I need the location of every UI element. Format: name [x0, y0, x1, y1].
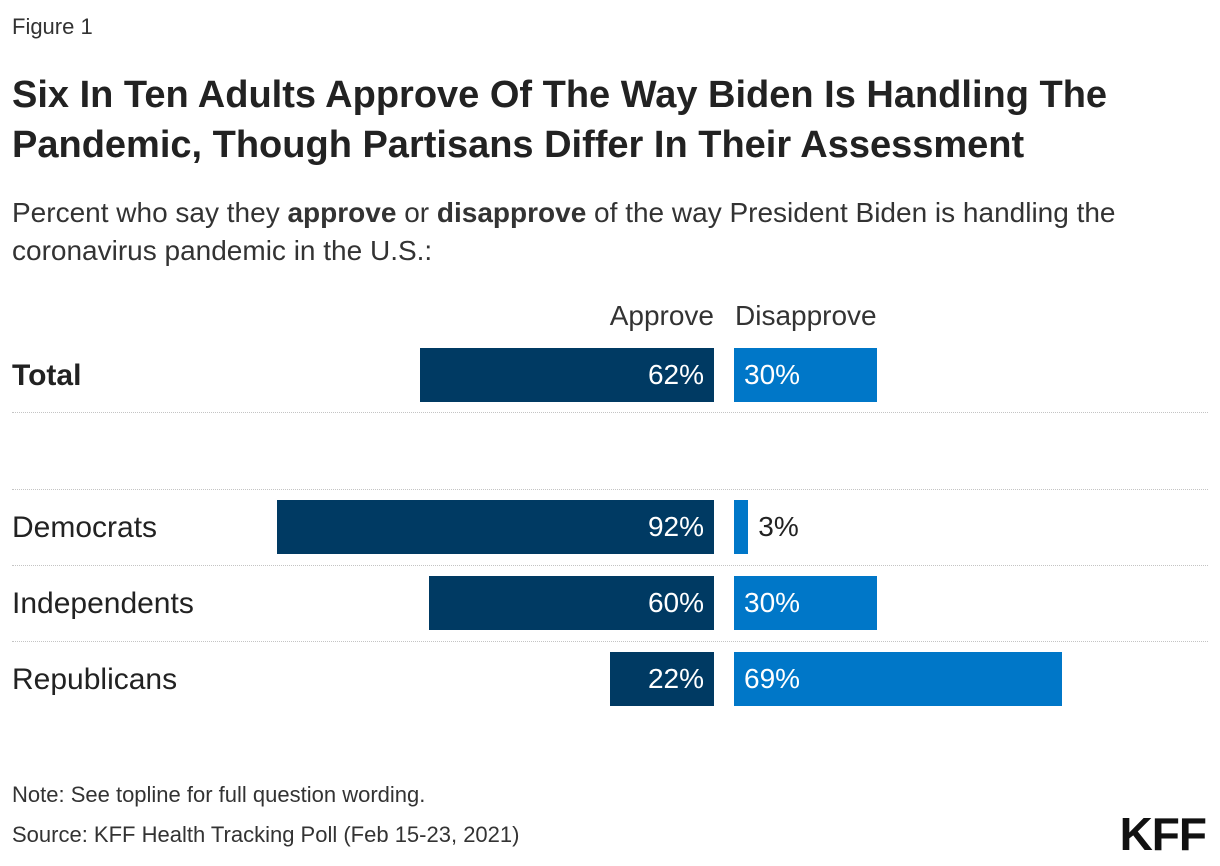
chart-title: Six In Ten Adults Approve Of The Way Bid…: [12, 74, 1108, 166]
row-divider: [12, 489, 1208, 490]
subtitle-part1: Percent who say they: [12, 197, 288, 228]
row-divider: [12, 565, 1208, 566]
category-label-democrats: Democrats: [12, 511, 158, 544]
subtitle-part2: or: [396, 197, 437, 228]
column-header-approve: Approve: [609, 300, 714, 331]
approve-bar-independents: [429, 576, 714, 630]
figure-label: Figure 1: [12, 14, 93, 39]
category-label-independents: Independents: [12, 587, 194, 620]
row-divider: [12, 641, 1208, 642]
approve-value-label: 92%: [647, 511, 704, 542]
chart-subtitle: Percent who say they approve or disappro…: [12, 194, 1202, 270]
approve-bar-republicans: [609, 652, 714, 706]
approve-value-label: 60%: [647, 587, 704, 618]
disapprove-value-label: 69%: [744, 663, 801, 694]
approve-value-label: 62%: [647, 359, 704, 390]
subtitle-approve-word: approve: [287, 197, 397, 228]
subtitle-part3: of the way President Biden is handling t…: [12, 197, 1116, 266]
disapprove-bar-republicans: [734, 652, 1062, 706]
subtitle-disapprove-word: disapprove: [436, 197, 587, 228]
source-line: Source: KFF Health Tracking Poll (Feb 15…: [12, 822, 520, 847]
kff-logo: KFF: [1119, 808, 1207, 860]
category-label-total: Total: [12, 359, 82, 392]
disapprove-value-label: 30%: [744, 587, 801, 618]
approve-bar-total: [419, 348, 714, 402]
disapprove-bar-democrats: [734, 500, 749, 554]
category-label-republicans: Republicans: [12, 663, 178, 696]
disapprove-bar-independents: [734, 576, 877, 630]
disapprove-bar-total: [734, 348, 877, 402]
approve-value-label: 22%: [647, 663, 704, 694]
row-divider: [12, 412, 1208, 413]
footnote: Note: See topline for full question word…: [12, 782, 426, 807]
disapprove-value-label: 30%: [744, 359, 801, 390]
disapprove-value-label: 3%: [758, 511, 799, 542]
approve-bar-democrats: [277, 500, 714, 554]
column-header-disapprove: Disapprove: [735, 300, 877, 331]
